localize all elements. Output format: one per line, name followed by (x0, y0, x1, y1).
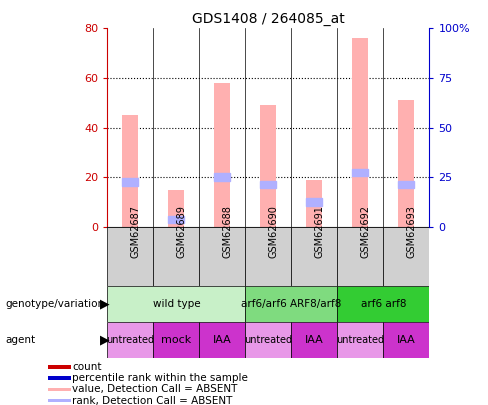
Bar (107, 322, 153, 358)
Bar (291, 227, 337, 286)
Bar (352, 168, 368, 176)
Text: GSM62690: GSM62690 (268, 205, 278, 258)
Bar (245, 227, 291, 286)
Bar (214, 83, 230, 227)
Bar (245, 286, 337, 322)
Bar (352, 38, 368, 227)
Bar (168, 215, 184, 223)
Bar (48, 388, 71, 391)
Bar (214, 173, 230, 181)
Text: arf6 arf8: arf6 arf8 (361, 299, 406, 309)
Bar (48, 377, 71, 380)
Text: GSM62691: GSM62691 (314, 205, 325, 258)
Text: untreated: untreated (336, 335, 385, 345)
Text: mock: mock (161, 335, 191, 345)
Text: ▶: ▶ (100, 334, 110, 347)
Bar (261, 181, 276, 188)
Text: ▶: ▶ (100, 297, 110, 310)
Bar (306, 180, 323, 227)
Text: GSM62692: GSM62692 (361, 205, 370, 258)
Bar (291, 322, 337, 358)
Bar (337, 322, 384, 358)
Bar (153, 227, 200, 286)
Bar (306, 198, 323, 206)
Bar (122, 179, 139, 186)
Text: GSM62693: GSM62693 (407, 205, 416, 258)
Bar (107, 286, 245, 322)
Text: untreated: untreated (244, 335, 292, 345)
Bar (337, 227, 384, 286)
Text: IAA: IAA (397, 335, 416, 345)
Text: agent: agent (5, 335, 35, 345)
Bar (337, 286, 429, 322)
Bar (245, 322, 291, 358)
Text: value, Detection Call = ABSENT: value, Detection Call = ABSENT (72, 384, 237, 394)
Text: arf6/arf6 ARF8/arf8: arf6/arf6 ARF8/arf8 (241, 299, 342, 309)
Text: rank, Detection Call = ABSENT: rank, Detection Call = ABSENT (72, 396, 232, 405)
Bar (168, 190, 184, 227)
Bar (398, 100, 414, 227)
Bar (398, 181, 414, 188)
Text: percentile rank within the sample: percentile rank within the sample (72, 373, 248, 383)
Text: GSM62688: GSM62688 (223, 205, 232, 258)
Bar (384, 322, 429, 358)
Text: count: count (72, 362, 102, 372)
Bar (153, 322, 200, 358)
Bar (48, 399, 71, 402)
Text: untreated: untreated (106, 335, 154, 345)
Bar (261, 105, 276, 227)
Bar (48, 365, 71, 369)
Bar (122, 115, 139, 227)
Bar (384, 227, 429, 286)
Text: genotype/variation: genotype/variation (5, 299, 104, 309)
Title: GDS1408 / 264085_at: GDS1408 / 264085_at (192, 12, 345, 26)
Bar (200, 322, 245, 358)
Text: IAA: IAA (213, 335, 232, 345)
Text: wild type: wild type (153, 299, 200, 309)
Text: GSM62687: GSM62687 (130, 205, 141, 258)
Text: GSM62689: GSM62689 (176, 205, 186, 258)
Bar (107, 227, 153, 286)
Bar (200, 227, 245, 286)
Text: IAA: IAA (305, 335, 324, 345)
